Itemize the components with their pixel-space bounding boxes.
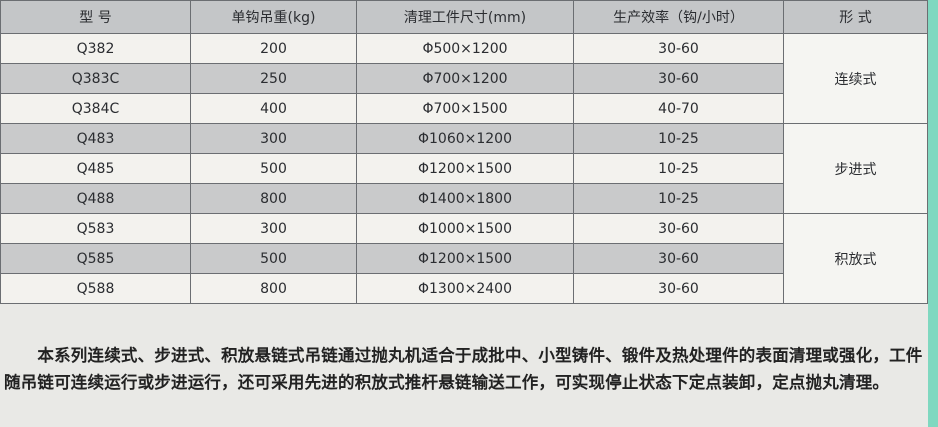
header-model: 型 号 xyxy=(0,0,191,34)
cell-size: Φ1400×1800 xyxy=(356,183,574,214)
cell-model: Q585 xyxy=(0,243,191,274)
cell-size: Φ1200×1500 xyxy=(356,243,574,274)
table-row: Q588 800 Φ1300×2400 30-60 xyxy=(0,273,928,304)
cell-size: Φ700×1200 xyxy=(356,63,574,94)
cell-type: 积放式 xyxy=(783,213,928,304)
cell-size: Φ1060×1200 xyxy=(356,123,574,154)
cell-model: Q488 xyxy=(0,183,191,214)
cell-model: Q583 xyxy=(0,213,191,244)
cell-load: 500 xyxy=(190,153,357,184)
table-row: Q383C 250 Φ700×1200 30-60 xyxy=(0,63,928,94)
table-row: Q488 800 Φ1400×1800 10-25 xyxy=(0,183,928,214)
cell-model: Q485 xyxy=(0,153,191,184)
header-row: 型 号 单钩吊重(kg) 清理工件尺寸(mm) 生产效率（钩/小时） 形 式 xyxy=(0,0,928,34)
table-row: Q485 500 Φ1200×1500 10-25 xyxy=(0,153,928,184)
cell-load: 250 xyxy=(190,63,357,94)
cell-rate: 10-25 xyxy=(573,123,784,154)
cell-load: 300 xyxy=(190,123,357,154)
cell-size: Φ1300×2400 xyxy=(356,273,574,304)
header-size: 清理工件尺寸(mm) xyxy=(356,0,574,34)
cell-rate: 30-60 xyxy=(573,243,784,274)
header-load: 单钩吊重(kg) xyxy=(190,0,357,34)
cell-size: Φ500×1200 xyxy=(356,33,574,64)
cell-rate: 30-60 xyxy=(573,33,784,64)
cell-load: 300 xyxy=(190,213,357,244)
cell-rate: 10-25 xyxy=(573,183,784,214)
table-row: Q384C 400 Φ700×1500 40-70 xyxy=(0,93,928,124)
cell-type: 连续式 xyxy=(783,33,928,124)
cell-model: Q384C xyxy=(0,93,191,124)
header-rate: 生产效率（钩/小时） xyxy=(573,0,784,34)
table-row: Q382 200 Φ500×1200 30-60 连续式 xyxy=(0,33,928,124)
cell-rate: 30-60 xyxy=(573,273,784,304)
cell-size: Φ700×1500 xyxy=(356,93,574,124)
table-row: Q583 300 Φ1000×1500 30-60 积放式 xyxy=(0,213,928,304)
cell-load: 200 xyxy=(190,33,357,64)
cell-model: Q383C xyxy=(0,63,191,94)
table-row: Q585 500 Φ1200×1500 30-60 xyxy=(0,243,928,274)
cell-rate: 40-70 xyxy=(573,93,784,124)
table-row: Q483 300 Φ1060×1200 10-25 步进式 xyxy=(0,123,928,214)
cell-load: 800 xyxy=(190,183,357,214)
cell-model: Q382 xyxy=(0,33,191,64)
spec-table: 型 号 单钩吊重(kg) 清理工件尺寸(mm) 生产效率（钩/小时） 形 式 Q… xyxy=(0,0,928,304)
cell-rate: 30-60 xyxy=(573,213,784,244)
cell-load: 500 xyxy=(190,243,357,274)
cell-type: 步进式 xyxy=(783,123,928,214)
cell-load: 800 xyxy=(190,273,357,304)
description-paragraph: 本系列连续式、步进式、积放悬链式吊链通过抛丸机适合于成批中、小型铸件、锻件及热处… xyxy=(4,346,923,392)
cell-rate: 10-25 xyxy=(573,153,784,184)
cell-rate: 30-60 xyxy=(573,63,784,94)
header-type: 形 式 xyxy=(783,0,928,34)
cell-model: Q483 xyxy=(0,123,191,154)
cell-size: Φ1000×1500 xyxy=(356,213,574,244)
cell-model: Q588 xyxy=(0,273,191,304)
edge-strip xyxy=(928,0,938,427)
cell-size: Φ1200×1500 xyxy=(356,153,574,184)
cell-load: 400 xyxy=(190,93,357,124)
